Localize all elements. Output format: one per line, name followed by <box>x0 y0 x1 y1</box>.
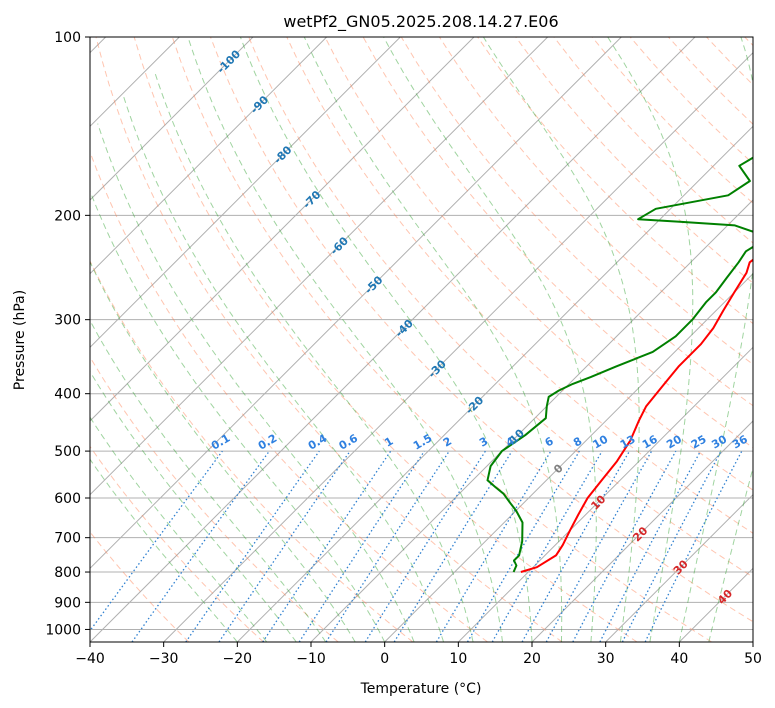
isotherm--80 <box>90 37 401 349</box>
x-axis: −40 −30 −20 −10 0 10 20 30 40 50 <box>75 642 762 667</box>
moist-adiabat <box>90 189 386 642</box>
chart-title: wetPf2_GN05.2025.208.14.27.E06 <box>283 12 558 32</box>
isotherm--10 <box>310 199 753 642</box>
moist-adiabat <box>607 37 694 642</box>
x-axis-title: Temperature (°C) <box>360 681 482 697</box>
x-tick-label: −10 <box>296 651 326 667</box>
moist-adiabat <box>90 370 297 642</box>
plot-grid <box>90 37 753 642</box>
x-tick-label: 0 <box>380 651 389 667</box>
x-tick-label: 20 <box>523 651 541 667</box>
moist-adiabat <box>482 37 640 642</box>
mixing-ratio-line <box>545 450 653 642</box>
plot-frame <box>89 36 754 643</box>
isotherm-20 <box>531 420 753 642</box>
moist-adiabat <box>239 37 533 642</box>
isotherm--30 <box>163 51 753 642</box>
y-tick-label: 200 <box>54 208 81 224</box>
y-tick-label: 600 <box>54 491 81 507</box>
x-tick-label: −30 <box>149 651 179 667</box>
mixing-ratio-line <box>393 450 513 642</box>
isotherm-0 <box>384 272 753 642</box>
y-tick-label: 700 <box>54 531 81 547</box>
moist-adiabat <box>154 72 474 642</box>
x-tick-label: −40 <box>75 651 105 667</box>
mixing-ratio-line <box>185 450 320 642</box>
dry-adiabat <box>171 37 712 642</box>
moist-adiabat <box>303 37 563 642</box>
dry-adiabat <box>248 37 753 578</box>
x-tick-label: −20 <box>223 651 253 667</box>
mixing-ratio-lines <box>90 450 743 642</box>
moist-adiabat <box>90 416 268 642</box>
isotherm--90 <box>90 37 328 275</box>
sounding-profiles <box>486 156 753 573</box>
x-tick-label: 30 <box>597 651 615 667</box>
mixing-ratio-line <box>131 450 270 642</box>
moist-adiabat <box>678 37 753 642</box>
y-tick-label: 400 <box>54 387 81 403</box>
dry-adiabat <box>210 37 753 623</box>
mixing-ratio-line <box>262 450 392 642</box>
isotherm--100 <box>90 37 254 201</box>
y-axis: 100 200 300 400 500 600 700 800 900 1000 <box>45 30 90 638</box>
moist-adiabat <box>90 319 327 642</box>
isotherm--50 <box>90 37 622 570</box>
mixing-ratio-line <box>298 450 425 642</box>
moist-adiabat <box>90 260 356 642</box>
y-tick-label: 100 <box>54 30 81 46</box>
mixing-ratio-line <box>325 450 450 642</box>
y-tick-label: 300 <box>54 313 81 329</box>
mixing-ratio-line <box>218 450 351 642</box>
y-tick-label: 900 <box>54 595 81 611</box>
dry-adiabat <box>515 37 753 284</box>
isotherm--60 <box>90 37 549 496</box>
dry-adiabat <box>286 37 753 534</box>
y-tick-label: 800 <box>54 565 81 581</box>
isotherm--70 <box>90 37 475 422</box>
isotherm-10 <box>457 346 753 642</box>
x-tick-label: 10 <box>449 651 467 667</box>
dry-adiabat <box>95 37 563 642</box>
dry-adiabat <box>90 445 264 642</box>
dry-adiabat <box>133 37 638 642</box>
moist-adiabat <box>122 94 445 642</box>
isotherm--20 <box>236 125 753 642</box>
y-tick-label: 500 <box>54 444 81 460</box>
dry-adiabat <box>90 356 339 642</box>
moist-adiabat <box>708 466 753 642</box>
y-tick-label: 1000 <box>45 622 81 638</box>
mixing-ratio-line <box>90 450 223 632</box>
isotherm--40 <box>90 37 696 642</box>
x-tick-label: 50 <box>744 651 762 667</box>
dry-adiabats <box>90 37 753 642</box>
moist-adiabat <box>97 123 415 642</box>
mixing-ratio-line <box>521 450 631 642</box>
dry-adiabat <box>324 37 753 491</box>
isotherm-30 <box>605 493 753 642</box>
moist-adiabat <box>187 37 503 642</box>
mixing-ratio-line <box>644 450 743 642</box>
x-tick-label: 40 <box>670 651 688 667</box>
temperature-profile <box>520 258 753 573</box>
mixing-ratio-line <box>572 450 677 642</box>
dry-adiabat <box>90 259 414 642</box>
y-axis-title: Pressure (hPa) <box>12 290 28 390</box>
dewpoint-profile <box>486 156 753 573</box>
